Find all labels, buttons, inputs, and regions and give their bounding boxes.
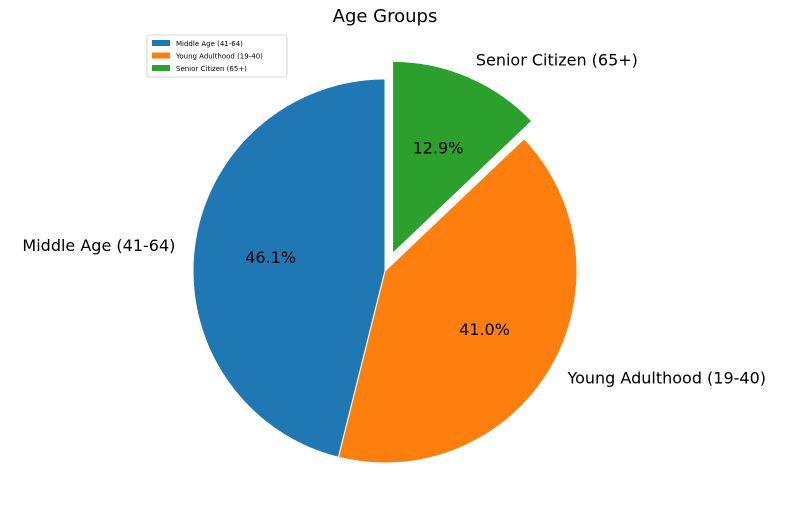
- pie-slice-category-label: Young Adulthood (19-40): [566, 368, 766, 387]
- chart-title: Age Groups: [333, 6, 438, 27]
- legend-label: Senior Citizen (65+): [176, 65, 247, 73]
- legend-swatch: [152, 52, 170, 59]
- pie-slice-1: [337, 137, 578, 464]
- pie-slice-0: [192, 78, 386, 458]
- legend-swatch: [152, 65, 170, 71]
- legend-label: Young Adulthood (19-40): [175, 53, 263, 61]
- pie-slice-percent-label: 46.1%: [245, 248, 296, 267]
- pie-slices: [192, 60, 578, 464]
- legend-entries: Middle Age (41-64) Young Adulthood (19-40…: [152, 40, 263, 73]
- legend: Middle Age (41-64) Young Adulthood (19-40…: [146, 34, 288, 78]
- slice-labels: 46.1% Middle Age (41-64) 41.0% Young Adulth…: [22, 50, 766, 387]
- pie-slice-2: [392, 60, 533, 255]
- legend-label: Middle Age (41-64): [176, 40, 243, 48]
- pie-slice-percent-label: 41.0%: [459, 320, 510, 339]
- pie-slice-percent-label: 12.9%: [413, 138, 464, 157]
- legend-swatch: [152, 40, 170, 46]
- legend-frame: [146, 34, 288, 78]
- pie-slice-category-label: Middle Age (41-64): [22, 236, 175, 255]
- pie-slice-category-label: Senior Citizen (65+): [476, 50, 638, 69]
